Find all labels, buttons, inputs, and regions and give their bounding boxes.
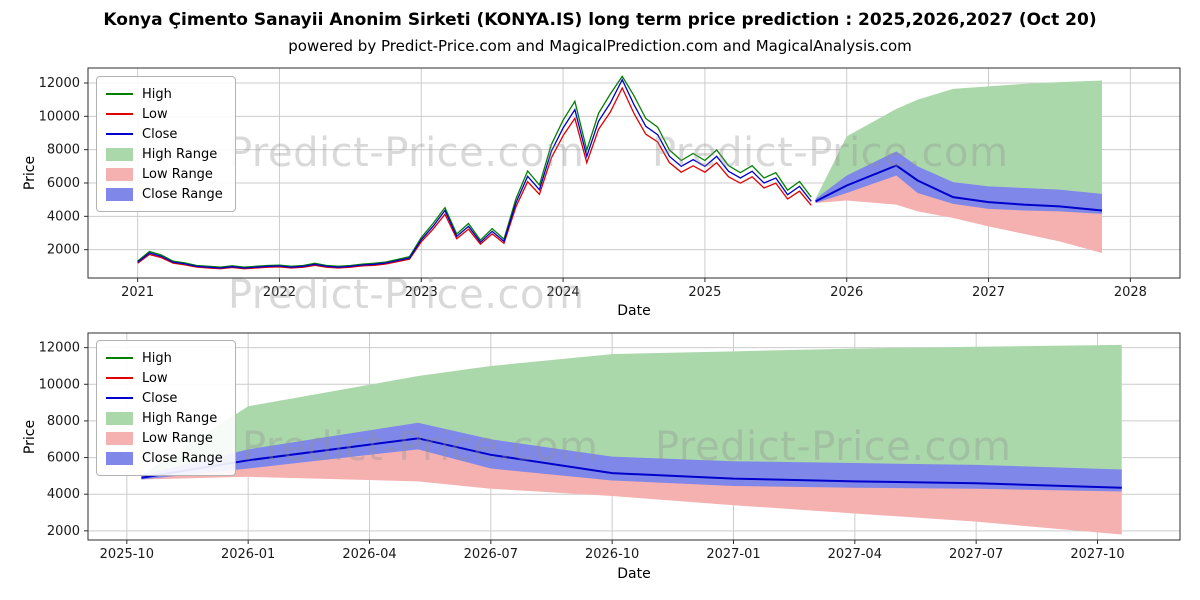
top-yaxis-label: Price xyxy=(22,155,38,191)
legend-patch-swatch xyxy=(106,411,133,425)
x-tick-label: 2022 xyxy=(263,285,296,300)
x-tick-label: 2023 xyxy=(405,285,438,300)
legend-line-swatch xyxy=(106,357,133,359)
legend-patch-swatch xyxy=(106,451,133,465)
y-tick-label: 2000 xyxy=(47,524,80,539)
low-line xyxy=(137,86,812,270)
x-tick-label: 2027-10 xyxy=(1070,547,1124,562)
legend-label: Close xyxy=(142,126,178,142)
high-range-band xyxy=(815,80,1102,211)
low-range-band xyxy=(815,165,1102,253)
legend-item-close: Close xyxy=(106,124,223,144)
legend-line-swatch xyxy=(106,133,133,135)
y-tick-label: 12000 xyxy=(39,76,80,91)
close-line xyxy=(137,78,812,269)
legend-line-swatch xyxy=(106,377,133,379)
legend-item-close: Close xyxy=(106,388,223,408)
bottom-chart-legend: High Low Close High Range Low Range Close Ran… xyxy=(96,340,236,476)
legend-item-high: High xyxy=(106,348,223,368)
high-range-band xyxy=(141,344,1122,488)
x-tick-label: 2024 xyxy=(547,285,580,300)
x-tick-label: 2027-04 xyxy=(828,547,882,562)
legend-item-close-range: Close Range xyxy=(106,184,223,204)
y-tick-label: 4000 xyxy=(47,209,80,224)
legend-patch-swatch xyxy=(106,167,133,181)
x-tick-label: 2027-01 xyxy=(706,547,760,562)
y-tick-label: 8000 xyxy=(47,143,80,158)
bottom-yaxis-label: Price xyxy=(22,419,38,455)
legend-item-low-range: Low Range xyxy=(106,428,223,448)
page-subtitle: powered by Predict-Price.com and Magical… xyxy=(288,37,912,55)
x-tick-label: 2027-07 xyxy=(949,547,1003,562)
y-tick-label: 4000 xyxy=(47,487,80,502)
legend-item-low-range: Low Range xyxy=(106,164,223,184)
x-tick-label: 2026-01 xyxy=(221,547,275,562)
x-tick-label: 2025-10 xyxy=(100,547,154,562)
plot-border xyxy=(87,67,1181,279)
x-tick-label: 2027 xyxy=(972,285,1005,300)
top-xaxis-label: Date xyxy=(617,303,651,319)
top-chart-canvas: 2021 2022 2023 2024 2025 2026 2027 2028 2000 4000… xyxy=(39,67,1181,300)
legend-patch-swatch xyxy=(106,187,133,201)
legend-patch-swatch xyxy=(106,431,133,445)
y-tick-label: 10000 xyxy=(39,377,80,392)
legend-label: Low Range xyxy=(142,166,213,182)
legend-item-high: High xyxy=(106,84,223,104)
legend-line-swatch xyxy=(106,93,133,95)
plot-border xyxy=(87,332,1181,541)
x-tick-label: 2026-04 xyxy=(342,547,396,562)
legend-label: Low xyxy=(142,106,168,122)
legend-item-low: Low xyxy=(106,104,223,124)
bottom-chart-canvas: 2025-10 2026-01 2026-04 2026-07 2026-10 2027-… xyxy=(39,332,1181,562)
low-range-band xyxy=(141,438,1122,535)
y-tick-label: 10000 xyxy=(39,109,80,124)
legend-label: Close Range xyxy=(142,186,223,202)
page-title: Konya Çimento Sanayii Anonim Sirketi (KO… xyxy=(103,10,1097,30)
legend-line-swatch xyxy=(106,397,133,399)
x-tick-label: 2028 xyxy=(1114,285,1147,300)
y-tick-label: 6000 xyxy=(47,176,80,191)
x-tick-label: 2026-07 xyxy=(464,547,518,562)
y-tick-label: 6000 xyxy=(47,451,80,466)
y-tick-label: 12000 xyxy=(39,341,80,356)
x-tick-label: 2026 xyxy=(830,285,863,300)
legend-item-close-range: Close Range xyxy=(106,448,223,468)
legend-label: Low Range xyxy=(142,430,213,446)
forecast-close-line xyxy=(815,164,1103,212)
close-range-band xyxy=(815,151,1102,214)
legend-item-high-range: High Range xyxy=(106,408,223,428)
forecast-close-line xyxy=(141,437,1122,489)
legend-label: High Range xyxy=(142,410,218,426)
legend-item-low: Low xyxy=(106,368,223,388)
legend-label: Close Range xyxy=(142,450,223,466)
x-tick-label: 2025 xyxy=(688,285,721,300)
legend-item-high-range: High Range xyxy=(106,144,223,164)
x-tick-label: 2026-10 xyxy=(585,547,639,562)
legend-label: High xyxy=(142,350,172,366)
legend-label: High xyxy=(142,86,172,102)
close-range-band xyxy=(141,422,1122,492)
legend-label: Close xyxy=(142,390,178,406)
x-tick-label: 2021 xyxy=(121,285,154,300)
legend-label: High Range xyxy=(142,146,218,162)
y-tick-label: 8000 xyxy=(47,414,80,429)
top-chart-legend: High Low Close High Range Low Range Close Ran… xyxy=(96,76,236,212)
y-tick-label: 2000 xyxy=(47,243,80,258)
bottom-xaxis-label: Date xyxy=(617,566,651,582)
legend-line-swatch xyxy=(106,113,133,115)
legend-label: Low xyxy=(142,370,168,386)
legend-patch-swatch xyxy=(106,147,133,161)
high-line xyxy=(137,75,812,268)
